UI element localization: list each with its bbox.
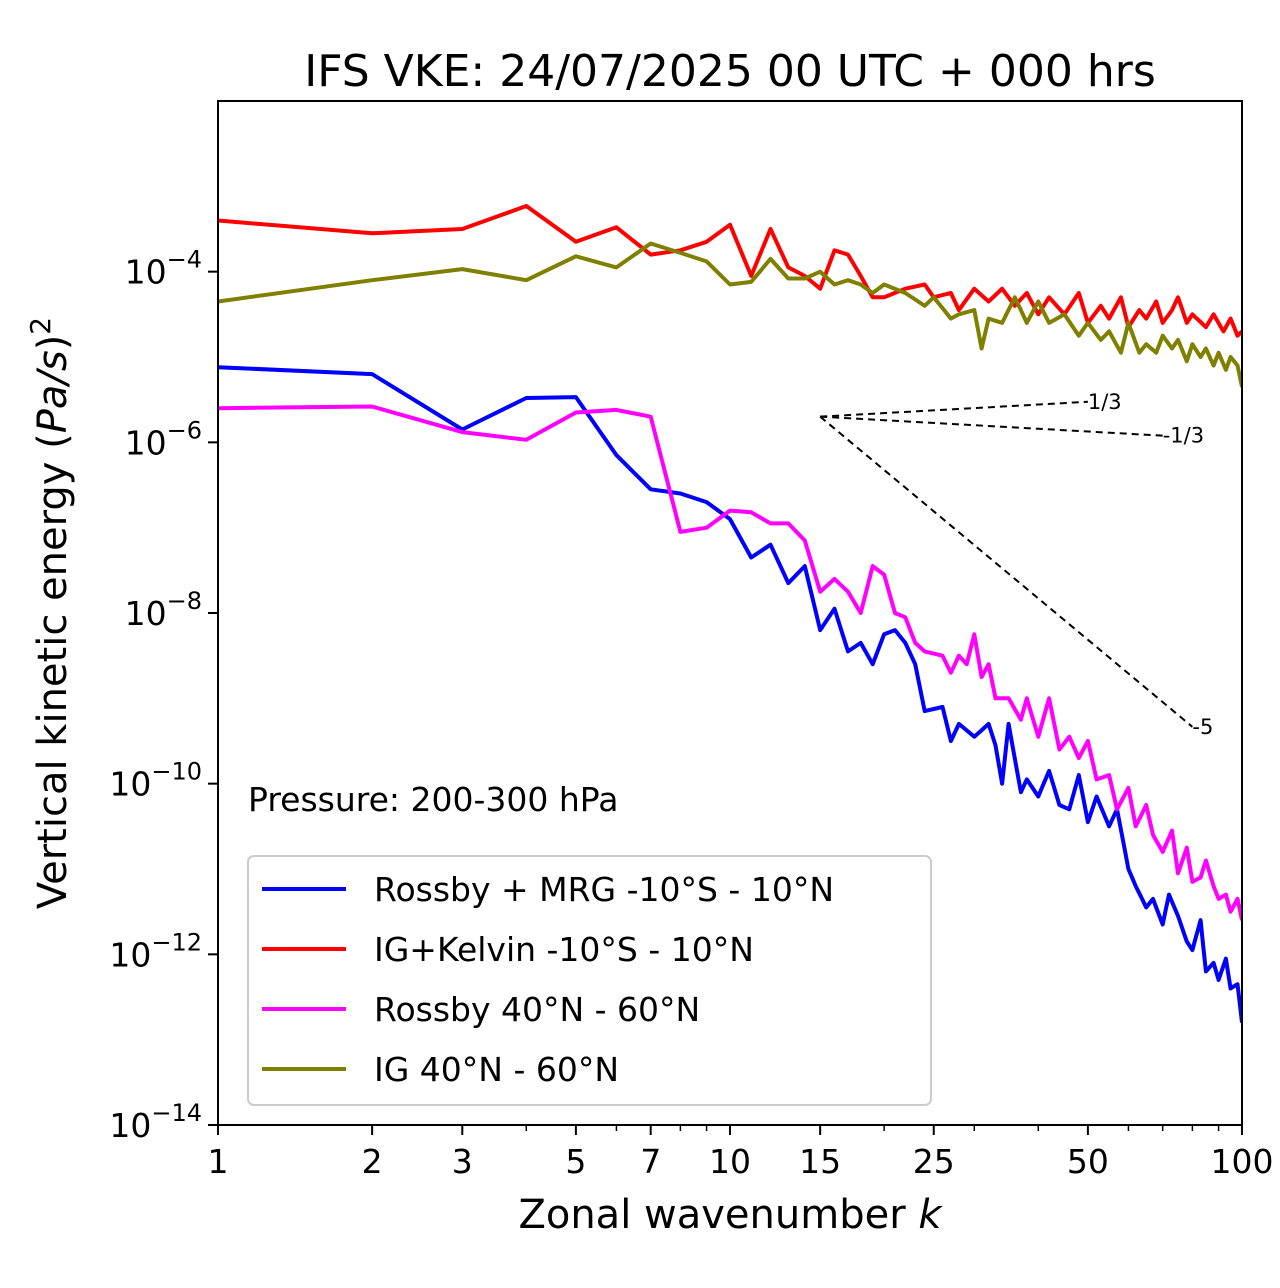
legend: Rossby + MRG -10°S - 10°N IG+Kelvin -10°S… bbox=[247, 855, 932, 1106]
x-tick-label-5: 7 bbox=[640, 1142, 661, 1181]
legend-box bbox=[247, 855, 932, 1106]
y-axis-label: Vertical kinetic energy (Pa/s)2 bbox=[24, 317, 76, 909]
y-tick-label-5: 10−12 bbox=[109, 928, 202, 974]
legend-label-3: Rossby 40°N - 60°N bbox=[374, 990, 700, 1029]
y-axis-label-variable: Pa/s bbox=[30, 350, 76, 433]
y-tick-label-4: 10−10 bbox=[109, 758, 202, 804]
chart-title: IFS VKE: 24/07/2025 00 UTC + 000 hrs bbox=[304, 46, 1156, 97]
series-layer bbox=[218, 204, 1242, 1023]
x-axis-label-main: Zonal wavenumber bbox=[518, 1192, 918, 1238]
pressure-annotation: Pressure: 200-300 hPa bbox=[248, 780, 618, 819]
y-axis-ticks: 10−4 10−6 10−8 10−10 10−12 10−14 bbox=[109, 246, 218, 1145]
x-axis-ticks: 1 2 3 5 7 10 15 25 50 100 bbox=[208, 1125, 1274, 1181]
legend-label-4: IG 40°N - 60°N bbox=[374, 1050, 619, 1089]
reference-slope-label-2: -1/3 bbox=[1163, 424, 1204, 448]
x-tick-label-6: 10 bbox=[709, 1142, 751, 1181]
series-line-2 bbox=[218, 204, 1242, 338]
x-axis-label-variable: k bbox=[918, 1192, 943, 1238]
x-tick-label-7: 15 bbox=[799, 1142, 841, 1181]
y-axis-label-main: Vertical kinetic energy ( bbox=[30, 433, 76, 909]
x-tick-label-2: 2 bbox=[362, 1142, 383, 1181]
legend-items: Rossby + MRG -10°S - 10°N IG+Kelvin -10°S… bbox=[262, 870, 834, 1089]
y-tick-label-3: 10−8 bbox=[125, 587, 202, 633]
reference-slope-label-1: 1/3 bbox=[1088, 390, 1122, 414]
x-tick-label-10: 100 bbox=[1211, 1142, 1274, 1181]
reference-slope-line-1 bbox=[820, 400, 1088, 418]
x-tick-label-9: 50 bbox=[1067, 1142, 1109, 1181]
series-line-3 bbox=[218, 404, 1242, 921]
x-tick-label-8: 25 bbox=[913, 1142, 955, 1181]
series-line-1 bbox=[218, 365, 1242, 1023]
reference-slopes: 1/3 -1/3 -5 bbox=[819, 390, 1213, 739]
series-line-4 bbox=[218, 241, 1242, 388]
reference-slope-line-3 bbox=[819, 415, 1194, 728]
x-tick-label-1: 1 bbox=[208, 1142, 229, 1181]
reference-slope-line-2 bbox=[820, 415, 1163, 437]
legend-label-1: Rossby + MRG -10°S - 10°N bbox=[374, 870, 834, 909]
y-tick-label-6: 10−14 bbox=[109, 1099, 202, 1145]
x-tick-label-3: 3 bbox=[452, 1142, 473, 1181]
y-axis-label-close: ) bbox=[30, 335, 76, 351]
x-axis-label: Zonal wavenumber k bbox=[518, 1192, 943, 1238]
legend-label-2: IG+Kelvin -10°S - 10°N bbox=[374, 930, 754, 969]
y-axis-label-superscript: 2 bbox=[24, 317, 57, 335]
y-tick-label-1: 10−4 bbox=[125, 246, 202, 292]
x-tick-label-4: 5 bbox=[565, 1142, 586, 1181]
reference-slope-label-3: -5 bbox=[1192, 715, 1213, 739]
y-tick-label-2: 10−6 bbox=[125, 416, 202, 462]
